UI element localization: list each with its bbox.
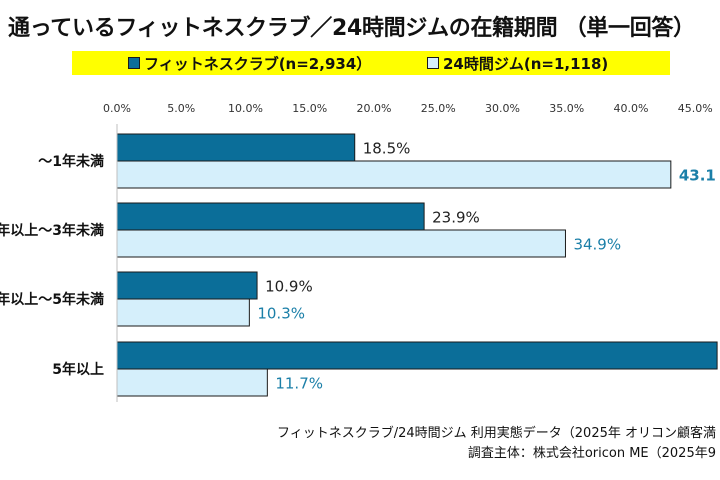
x-tick-label: 0.0%	[103, 102, 131, 115]
data-label: 18.5%	[363, 140, 411, 158]
category-label: 〜1年未満	[38, 153, 104, 170]
x-tick-label: 45.0%	[678, 102, 713, 115]
data-label: 10.3%	[257, 305, 305, 323]
chart-title: 通っているフィットネスクラブ／24時間ジムの在籍期間 （単一回答）	[8, 16, 695, 41]
bar-24h-gym	[116, 368, 268, 397]
category-label: 5年以上	[52, 361, 104, 378]
bar-fitness-club	[116, 202, 425, 231]
source-line-survey: フィットネスクラブ/24時間ジム 利用実態データ（2025年 オリコン顧客満	[276, 426, 716, 441]
data-label: 10.9%	[265, 278, 313, 296]
legend-swatch-24h-gym	[427, 57, 439, 69]
x-tick-label: 20.0%	[357, 102, 392, 115]
legend-swatch-fitness-club	[128, 57, 140, 69]
bar-fitness-club	[116, 133, 356, 162]
bar-24h-gym	[116, 160, 672, 189]
legend-label-24h-gym: 24時間ジム(n=1,118)	[443, 54, 609, 73]
data-label: 11.7%	[275, 375, 323, 393]
x-tick-label: 35.0%	[549, 102, 584, 115]
data-label: 34.9%	[573, 236, 621, 254]
legend-item-24h-gym: 24時間ジム(n=1,118)	[427, 51, 608, 75]
category-label: 3年以上〜5年未満	[0, 291, 104, 308]
legend-item-fitness-club: フィットネスクラブ(n=2,934）	[128, 51, 371, 75]
data-label: 23.9%	[432, 209, 480, 227]
x-tick-label: 25.0%	[421, 102, 456, 115]
bar-24h-gym	[116, 229, 566, 258]
x-tick-label: 30.0%	[485, 102, 520, 115]
data-label: 43.1	[679, 167, 716, 185]
legend: フィットネスクラブ(n=2,934） 24時間ジム(n=1,118)	[72, 51, 670, 75]
bar-fitness-club	[116, 271, 258, 300]
x-tick-label: 10.0%	[228, 102, 263, 115]
source-line-organizer: 調査主体：株式会社oricon ME（2025年9	[467, 446, 716, 461]
x-tick-label: 40.0%	[614, 102, 649, 115]
source-note: フィットネスクラブ/24時間ジム 利用実態データ（2025年 オリコン顧客満 調…	[196, 424, 716, 464]
category-label: 1年以上〜3年未満	[0, 222, 104, 239]
bar-24h-gym	[116, 298, 250, 327]
x-tick-label: 5.0%	[167, 102, 195, 115]
bar-fitness-club	[116, 341, 718, 370]
legend-label-fitness-club: フィットネスクラブ(n=2,934）	[144, 54, 372, 73]
x-tick-label: 15.0%	[292, 102, 327, 115]
